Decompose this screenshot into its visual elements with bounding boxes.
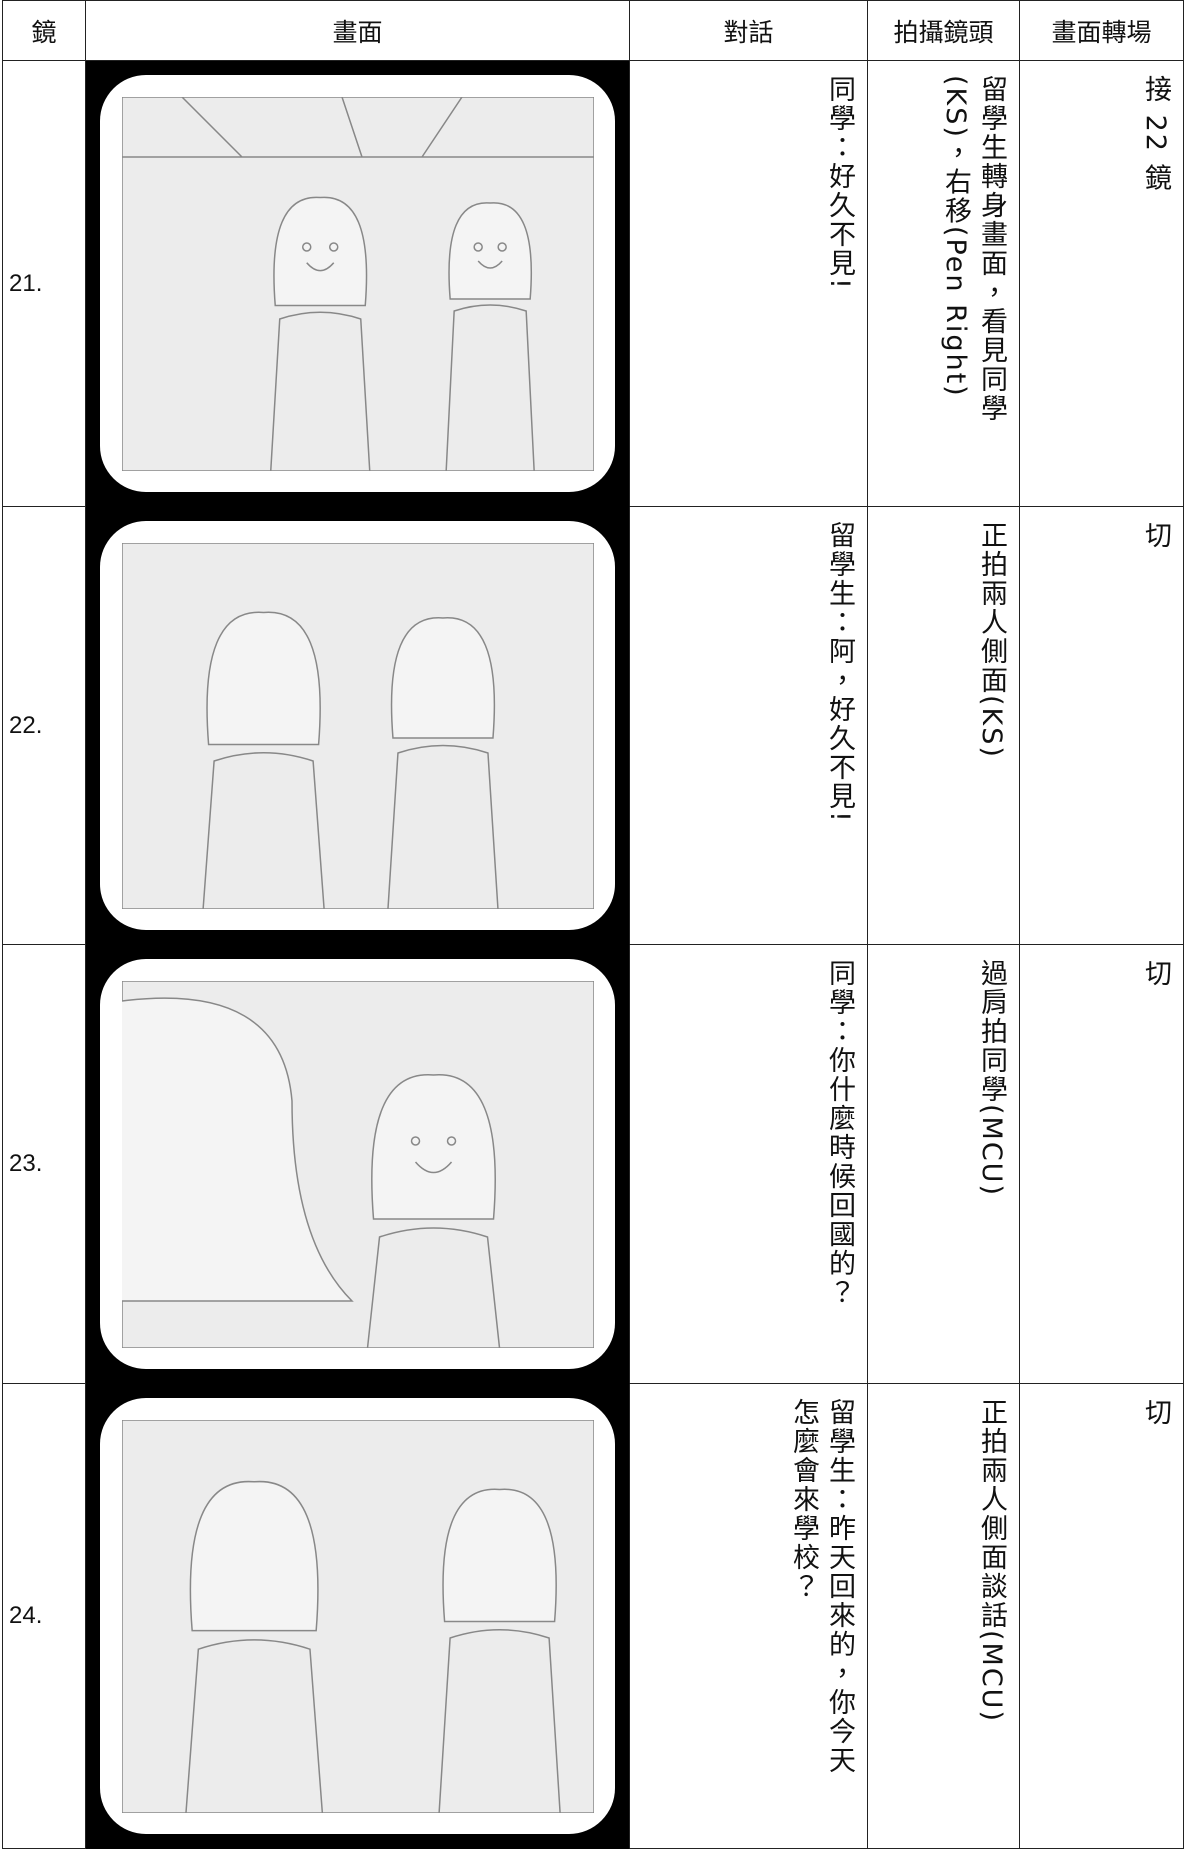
dialogue-cell: 同學：你什麼時候回國的？	[630, 945, 868, 1384]
sketch	[122, 1420, 594, 1813]
shot-number: 22.	[2, 507, 86, 945]
picture-frame	[100, 521, 615, 930]
sketch	[122, 543, 594, 909]
shot-number: 21.	[2, 61, 86, 507]
text-line: 同學：好久不見!	[824, 75, 855, 291]
header-cell: 拍攝鏡頭	[868, 0, 1020, 61]
camera-cell: 過肩拍同學(MCU)	[868, 945, 1020, 1384]
text-line: 過肩拍同學(MCU)	[976, 959, 1007, 1197]
shot-number: 23.	[2, 945, 86, 1384]
text-line: 正拍兩人側面(KS)	[976, 521, 1007, 759]
camera-cell: 正拍兩人側面(KS)	[868, 507, 1020, 945]
dialogue-cell: 留學生：阿，好久不見!	[630, 507, 868, 945]
header-cell: 鏡	[2, 0, 86, 61]
picture-cell	[86, 61, 630, 507]
text-line: 正拍兩人側面談話(MCU)	[976, 1398, 1007, 1723]
transition-cell: 切	[1020, 945, 1184, 1384]
picture-frame	[100, 1398, 615, 1834]
text-line: 留學生：阿，好久不見!	[824, 521, 855, 824]
shot-number: 24.	[2, 1384, 86, 1849]
header-cell: 畫面	[86, 0, 630, 61]
text-line: 同學：你什麼時候回國的？	[824, 959, 855, 1307]
dialogue-cell: 同學：好久不見!	[630, 61, 868, 507]
transition-cell: 切	[1020, 507, 1184, 945]
picture-cell	[86, 1384, 630, 1849]
picture-cell	[86, 507, 630, 945]
camera-cell: 正拍兩人側面談話(MCU)	[868, 1384, 1020, 1849]
dialogue-cell: 留學生：昨天回來的，你今天 怎麼會來學校？	[630, 1384, 868, 1849]
text-line: 接 22 鏡	[1140, 75, 1171, 193]
transition-cell: 接 22 鏡	[1020, 61, 1184, 507]
text-line: 留學生轉身畫面，看見同學	[976, 75, 1007, 423]
header-cell: 對話	[630, 0, 868, 61]
header-cell: 畫面轉場	[1020, 0, 1184, 61]
text-line: (KS)，右移(Pen Right)	[940, 75, 971, 398]
text-line: 留學生：昨天回來的，你今天	[824, 1398, 855, 1775]
picture-frame	[100, 959, 615, 1369]
camera-cell: 留學生轉身畫面，看見同學 (KS)，右移(Pen Right)	[868, 61, 1020, 507]
text-line: 切	[1140, 1398, 1171, 1427]
picture-cell	[86, 945, 630, 1384]
text-line: 切	[1140, 521, 1171, 550]
text-line: 怎麼會來學校？	[788, 1398, 819, 1601]
sketch	[122, 97, 594, 471]
sketch	[122, 981, 594, 1348]
transition-cell: 切	[1020, 1384, 1184, 1849]
picture-frame	[100, 75, 615, 492]
text-line: 切	[1140, 959, 1171, 988]
